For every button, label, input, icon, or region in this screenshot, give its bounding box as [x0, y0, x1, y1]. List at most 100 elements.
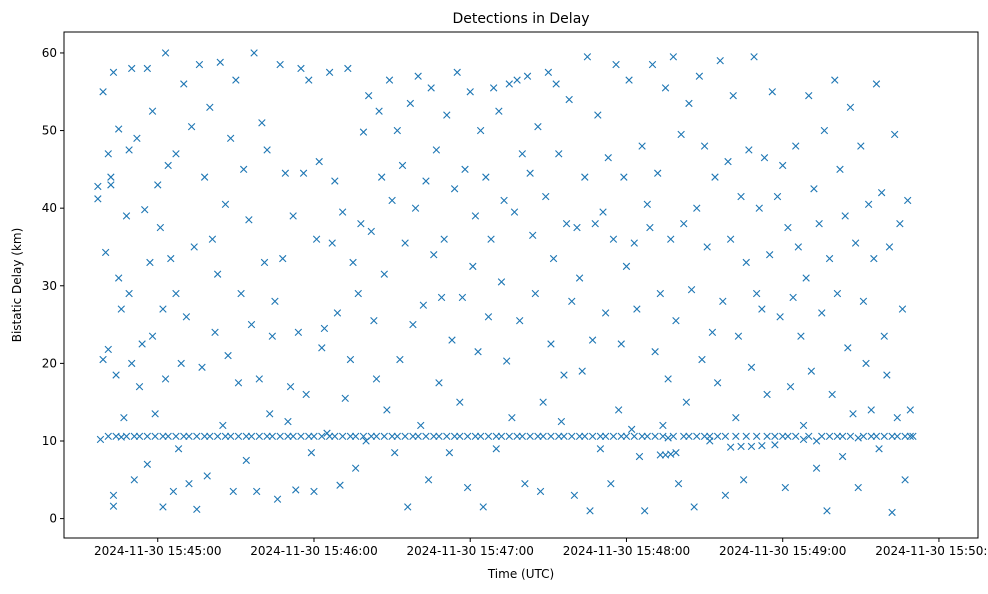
- data-point: [604, 154, 612, 162]
- plot-frame: [63, 31, 979, 539]
- data-point: [596, 432, 605, 441]
- data-point: [513, 432, 521, 441]
- data-point: [885, 243, 894, 251]
- data-point: [130, 476, 138, 484]
- data-point: [128, 64, 136, 73]
- data-point: [200, 173, 209, 181]
- data-point: [651, 432, 659, 441]
- data-point: [630, 432, 638, 441]
- data-point: [377, 173, 386, 181]
- data-point: [625, 76, 633, 84]
- data-point: [109, 68, 118, 77]
- data-point: [443, 111, 451, 119]
- data-point: [818, 432, 826, 441]
- data-point: [846, 432, 855, 441]
- data-point: [526, 432, 534, 441]
- data-point: [461, 165, 469, 174]
- data-point: [638, 142, 646, 150]
- data-point: [573, 223, 581, 232]
- data-point: [794, 243, 803, 251]
- data-point: [784, 223, 792, 232]
- data-point: [221, 432, 230, 441]
- data-point: [841, 212, 849, 220]
- data-point: [737, 192, 745, 201]
- data-point: [833, 289, 842, 298]
- data-point: [122, 432, 131, 441]
- data-point: [380, 432, 388, 441]
- data-point: [521, 479, 529, 488]
- data-point: [456, 398, 464, 406]
- data-point: [799, 435, 808, 444]
- data-point: [469, 262, 477, 271]
- data-point: [125, 146, 133, 154]
- data-point: [239, 165, 248, 174]
- data-point: [229, 487, 237, 496]
- data-point: [333, 309, 342, 317]
- data-point: [114, 274, 123, 282]
- data-point: [101, 248, 110, 257]
- data-point: [656, 451, 665, 459]
- data-point: [211, 328, 219, 337]
- data-point: [742, 432, 750, 441]
- data-point: [557, 417, 566, 426]
- data-point: [148, 107, 157, 115]
- data-point: [745, 146, 753, 154]
- y-tick-label: 10: [42, 434, 57, 448]
- data-point: [133, 134, 141, 143]
- data-point: [880, 432, 888, 441]
- data-point: [263, 432, 271, 441]
- data-point: [130, 432, 138, 441]
- data-point: [693, 204, 701, 212]
- data-point: [750, 53, 758, 61]
- data-point: [758, 305, 766, 313]
- data-point: [568, 432, 576, 441]
- data-point: [864, 200, 873, 208]
- y-tick-label: 50: [42, 124, 57, 138]
- data-point: [357, 220, 365, 228]
- data-point: [104, 150, 112, 158]
- data-point: [607, 479, 615, 488]
- y-axis-ticks: 0 10 20 30 40 50 60: [42, 46, 64, 526]
- data-point: [672, 448, 680, 457]
- data-point: [138, 340, 146, 348]
- data-point: [844, 344, 852, 352]
- data-point: [255, 375, 263, 383]
- data-point: [909, 432, 917, 441]
- data-point: [427, 84, 435, 92]
- data-point: [643, 432, 651, 441]
- data-point: [180, 432, 188, 441]
- data-point: [471, 432, 480, 441]
- data-point: [901, 476, 909, 484]
- data-point: [516, 317, 524, 325]
- data-point: [560, 432, 568, 441]
- data-point: [307, 448, 316, 457]
- data-point: [641, 507, 649, 515]
- data-point: [726, 235, 735, 243]
- data-point: [156, 223, 165, 232]
- data-point: [711, 173, 719, 181]
- data-point: [846, 103, 855, 111]
- data-point: [143, 460, 152, 468]
- data-point: [476, 126, 485, 135]
- data-point: [388, 432, 396, 441]
- data-point: [474, 348, 482, 356]
- data-point: [792, 142, 800, 150]
- data-point: [185, 432, 193, 441]
- data-point: [104, 432, 112, 441]
- data-point: [466, 88, 474, 96]
- data-point: [263, 146, 271, 154]
- data-point: [114, 125, 123, 133]
- data-point: [297, 432, 305, 441]
- data-point: [242, 456, 250, 465]
- data-point: [208, 235, 217, 243]
- data-point: [331, 177, 339, 185]
- data-point: [854, 434, 862, 442]
- data-point: [586, 507, 594, 515]
- data-point: [674, 479, 683, 488]
- data-point: [331, 432, 339, 441]
- data-point: [338, 208, 347, 216]
- data-point: [482, 173, 490, 181]
- data-point: [555, 150, 563, 158]
- data-point: [325, 432, 334, 441]
- data-point: [161, 375, 170, 383]
